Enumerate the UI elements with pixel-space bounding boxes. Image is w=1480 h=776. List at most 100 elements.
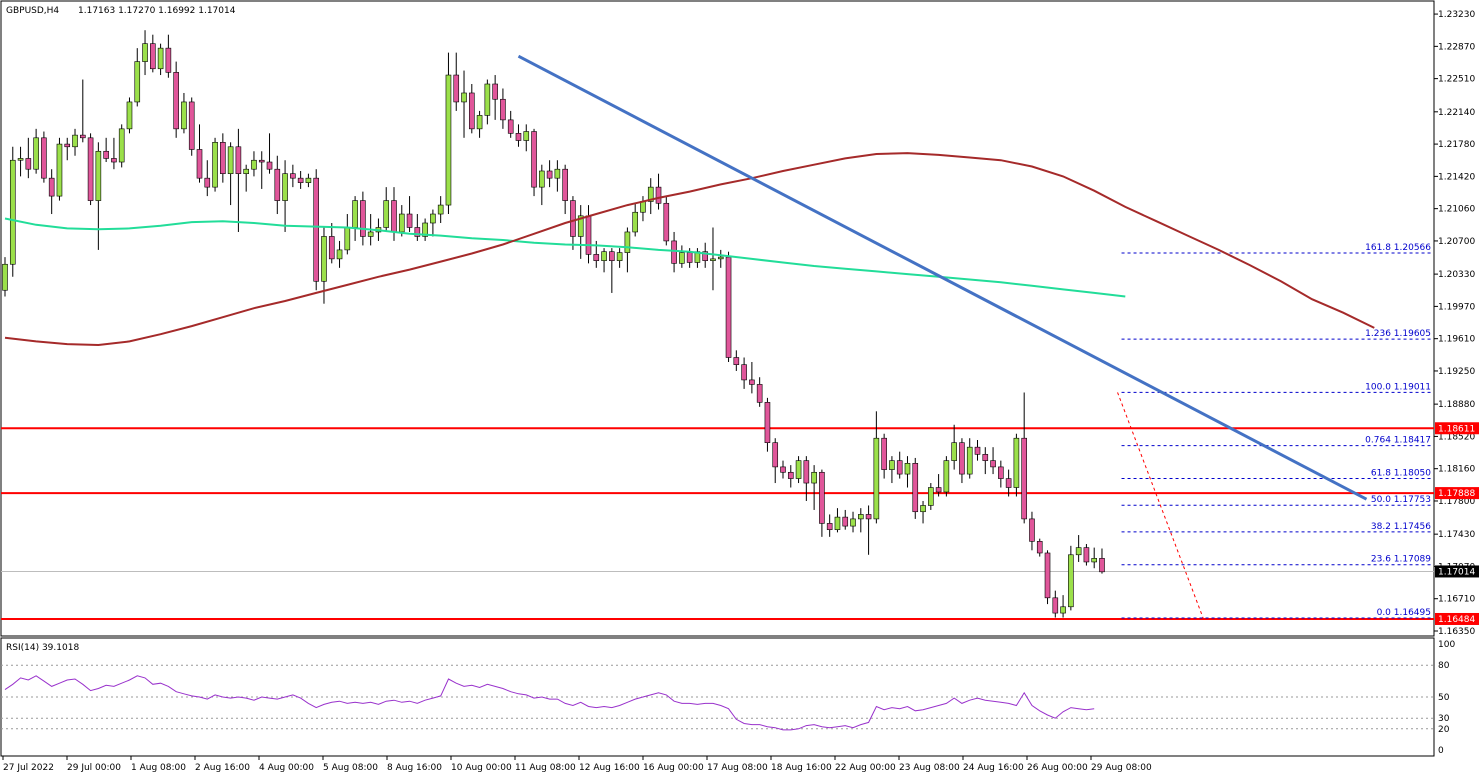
bull-candle-body — [445, 74, 452, 206]
bull-candle-body — [126, 101, 133, 130]
time-tick-label: 24 Aug 16:00 — [963, 763, 1024, 773]
bear-candle-body — [87, 137, 94, 201]
price-axis: 1.23230 1.22870 1.22510 1.22140 1.21780 1.214… — [1434, 10, 1475, 637]
bear-candle-body — [1036, 541, 1043, 554]
bear-candle-body — [196, 149, 203, 179]
bull-candle-body — [928, 487, 934, 506]
bull-candle-body — [157, 47, 164, 70]
bear-candle-body — [1099, 558, 1105, 573]
price-tick-label: 1.21780 — [1438, 140, 1475, 150]
bull-candle-body — [889, 460, 895, 470]
bear-candle-body — [25, 158, 32, 170]
bear-candle-body — [453, 74, 460, 103]
time-tick-label: 22 Aug 00:00 — [835, 763, 896, 773]
bull-candle-body — [305, 177, 312, 183]
bear-candle-body — [103, 150, 109, 159]
time-tick-label: 27 Jul 2022 — [3, 763, 54, 773]
price-tick-label: 1.22140 — [1438, 108, 1475, 118]
bull-candle-body — [834, 516, 841, 530]
price-tick-label: 1.23230 — [1438, 10, 1475, 20]
bear-candle-body — [64, 143, 71, 148]
bear-candle-body — [188, 101, 195, 150]
price-tick-label: 1.17800 — [1438, 497, 1475, 507]
bull-candle-body — [1091, 558, 1097, 563]
bear-candle-body — [570, 200, 576, 237]
bear-candle-body — [865, 514, 872, 520]
bear-candle-body — [764, 402, 771, 443]
bear-candle-body — [935, 487, 942, 493]
fibonacci-retracement: 161.8 1.20566 1.236 1.19605 100.0 1.19011 0… — [1117, 243, 1433, 619]
bull-candle-body — [430, 213, 436, 224]
bear-candle-body — [655, 186, 662, 204]
bear-candle-body — [80, 134, 86, 139]
bear-candle-body — [360, 200, 366, 237]
fib-level-label: 50.0 1.17753 — [1371, 495, 1431, 505]
bull-candle-body — [1068, 554, 1074, 608]
price-tick-label: 1.18160 — [1438, 465, 1475, 475]
time-tick-label: 5 Aug 08:00 — [323, 763, 378, 773]
bear-candle-body — [515, 133, 522, 141]
bearish-trendline — [517, 54, 1368, 501]
ohlc-values: 1.17163 1.17270 1.16992 1.17014 — [78, 6, 236, 16]
bear-candle-body — [756, 384, 763, 403]
time-tick-label: 29 Aug 08:00 — [1091, 763, 1152, 773]
price-tick-label: 1.21060 — [1438, 205, 1475, 215]
bull-candle-body — [601, 251, 607, 261]
level-price-text: 1.18611 — [1438, 424, 1475, 434]
bear-candle-body — [826, 523, 833, 530]
bear-candle-body — [842, 516, 849, 527]
bear-candle-body — [258, 159, 265, 163]
bear-candle-body — [819, 471, 825, 524]
time-axis: 27 Jul 2022 29 Jul 00:00 1 Aug 08:00 2 Aug … — [2, 756, 1152, 773]
rsi-tick-label: 0 — [1438, 746, 1444, 756]
price-tick-label: 1.19610 — [1438, 335, 1475, 345]
bull-candle-body — [554, 168, 561, 179]
bear-candle-body — [220, 141, 226, 174]
bear-candle-body — [150, 43, 156, 70]
bear-candle-body — [507, 119, 514, 134]
bull-candle-body — [539, 170, 545, 188]
bull-candle-body — [212, 141, 218, 188]
bull-candle-body — [134, 61, 141, 103]
bull-candle-body — [2, 263, 8, 291]
bull-candle-body — [850, 518, 856, 527]
price-tick-label: 1.17430 — [1438, 530, 1475, 540]
price-tick-label: 1.21420 — [1438, 172, 1475, 182]
bear-candle-body — [468, 92, 475, 130]
bull-candle-body — [72, 134, 78, 148]
candlesticks — [2, 30, 1105, 618]
bull-candle-body — [1013, 437, 1020, 488]
bull-candle-body — [717, 256, 724, 260]
bull-candle-body — [352, 200, 358, 228]
level-price-tag — [1435, 487, 1479, 500]
price-tick-label: 1.18520 — [1438, 432, 1475, 442]
bull-candle-body — [679, 252, 685, 264]
bear-candle-body — [982, 454, 989, 461]
bull-candle-body — [118, 128, 125, 163]
price-tick-label: 1.22870 — [1438, 42, 1475, 52]
bear-candle-body — [959, 442, 965, 475]
bull-candle-body — [951, 442, 957, 461]
bear-candle-body — [772, 442, 779, 468]
bear-candle-body — [803, 460, 810, 484]
time-tick-label: 1 Aug 08:00 — [131, 763, 186, 773]
time-tick-label: 2 Aug 16:00 — [195, 763, 250, 773]
bull-candle-body — [523, 131, 530, 141]
level-price-text: 1.16484 — [1438, 615, 1475, 625]
bear-candle-body — [998, 466, 1004, 479]
bear-candle-body — [741, 364, 747, 381]
bull-candle-body — [383, 200, 390, 228]
rsi-guide-levels — [1, 664, 1434, 730]
fib-level-label: 0.764 1.18417 — [1365, 436, 1431, 446]
bull-candle-body — [437, 204, 444, 215]
rsi-tick-label: 100 — [1438, 640, 1455, 650]
bull-candle-body — [251, 159, 257, 170]
bull-candle-body — [56, 143, 63, 197]
price-chart-panel: 161.8 1.20566 1.236 1.19605 100.0 1.19011 0… — [0, 0, 1479, 637]
bull-candle-body — [577, 215, 584, 237]
rsi-line — [4, 675, 1095, 731]
bear-candle-body — [492, 83, 498, 100]
rsi-tick-label: 80 — [1438, 661, 1450, 671]
